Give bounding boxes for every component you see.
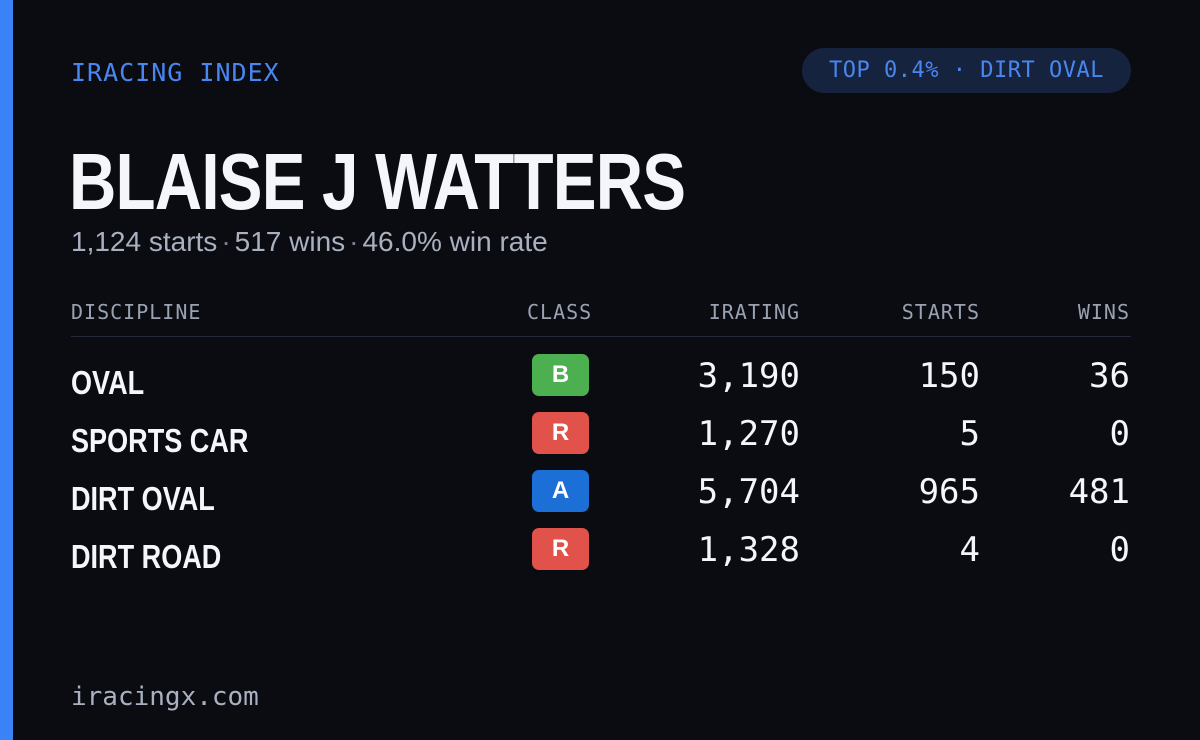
accent-bar [0, 0, 13, 740]
brand-title: IRACING INDEX [71, 58, 280, 87]
table-row: OVAL B 3,190 150 36 [0, 354, 1200, 412]
column-header-wins: WINS [1077, 300, 1130, 324]
table-row: DIRT OVAL A 5,704 965 481 [0, 470, 1200, 528]
wins-value: 481 [1068, 472, 1130, 512]
irating-value: 3,190 [697, 356, 800, 396]
separator: · [221, 226, 231, 257]
separator: · [349, 226, 359, 257]
class-badge: R [532, 412, 589, 454]
wins-value: 0 [1109, 530, 1130, 570]
total-wins: 517 wins [234, 226, 346, 257]
column-header-irating: IRATING [708, 300, 800, 324]
discipline-label: SPORTS CAR [71, 422, 249, 459]
wins-value: 0 [1109, 414, 1130, 454]
header-divider [71, 336, 1131, 337]
irating-value: 1,270 [697, 414, 800, 454]
wins-value: 36 [1089, 356, 1130, 396]
starts-value: 5 [959, 414, 980, 454]
win-rate: 46.0% win rate [362, 226, 548, 257]
table-row: DIRT ROAD R 1,328 4 0 [0, 528, 1200, 586]
starts-value: 965 [918, 472, 980, 512]
total-starts: 1,124 starts [71, 226, 218, 257]
class-badge: A [532, 470, 589, 512]
column-header-class: CLASS [527, 300, 593, 324]
starts-value: 4 [959, 530, 980, 570]
driver-name: BLAISE J WATTERS [69, 137, 686, 226]
rank-badge: TOP 0.4% · DIRT OVAL [802, 48, 1131, 93]
discipline-label: DIRT ROAD [71, 538, 222, 575]
discipline-label: OVAL [71, 364, 145, 401]
irating-value: 5,704 [697, 472, 800, 512]
footer-domain: iracingx.com [71, 682, 259, 712]
starts-value: 150 [918, 356, 980, 396]
column-header-discipline: DISCIPLINE [71, 300, 202, 324]
class-badge: B [532, 354, 589, 396]
column-header-starts: STARTS [901, 300, 980, 324]
class-badge: R [532, 528, 589, 570]
discipline-label: DIRT OVAL [71, 480, 215, 517]
table-row: SPORTS CAR R 1,270 5 0 [0, 412, 1200, 470]
irating-value: 1,328 [697, 530, 800, 570]
driver-summary: 1,124 starts · 517 wins · 46.0% win rate [71, 226, 548, 258]
